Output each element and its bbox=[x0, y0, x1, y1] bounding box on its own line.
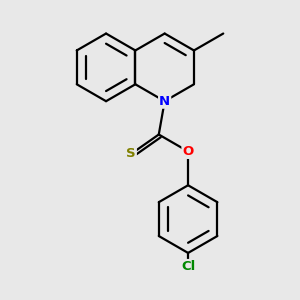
Text: O: O bbox=[182, 145, 194, 158]
Text: S: S bbox=[126, 147, 136, 161]
Text: Cl: Cl bbox=[181, 260, 195, 273]
Text: N: N bbox=[159, 95, 170, 108]
